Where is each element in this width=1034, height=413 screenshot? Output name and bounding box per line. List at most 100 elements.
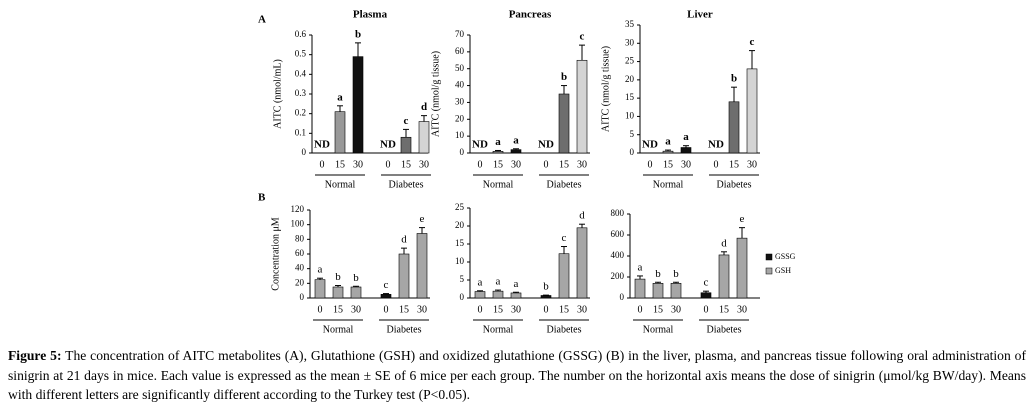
bar bbox=[510, 149, 522, 154]
x-tick-label: 15 bbox=[559, 159, 569, 170]
x-tick-label: 0 bbox=[384, 304, 389, 315]
x-tick-label: 15 bbox=[653, 304, 663, 315]
x-tick-label: 0 bbox=[648, 159, 653, 170]
y-tick-label: 0.1 bbox=[295, 127, 306, 137]
y-tick-label: 120 bbox=[291, 204, 305, 214]
figure-caption: Figure 5: The concentration of AITC meta… bbox=[8, 346, 1026, 405]
y-axis-label: AITC (nmol/g tissue) bbox=[430, 51, 441, 137]
significance-letter: a bbox=[495, 136, 501, 148]
significance-letter: ND bbox=[708, 139, 724, 151]
x-tick-label: 0 bbox=[544, 304, 549, 315]
significance-letter: b bbox=[655, 268, 661, 280]
x-tick-label: 30 bbox=[577, 159, 587, 170]
y-tick-label: 0.3 bbox=[295, 88, 307, 98]
x-tick-label: 30 bbox=[671, 304, 681, 315]
x-tick-label: 30 bbox=[747, 159, 757, 170]
chart-title: Pancreas bbox=[509, 9, 552, 21]
bar bbox=[332, 286, 344, 299]
x-tick-label: 15 bbox=[493, 159, 503, 170]
y-tick-label: 0 bbox=[300, 292, 305, 302]
bar bbox=[558, 253, 570, 299]
x-tick-label: 15 bbox=[493, 304, 503, 315]
y-tick-label: 20 bbox=[295, 277, 305, 287]
chart-title: Plasma bbox=[353, 9, 388, 21]
significance-letter: ND bbox=[538, 139, 554, 151]
group-label: Diabetes bbox=[387, 324, 422, 335]
group-label: Diabetes bbox=[707, 324, 742, 335]
y-tick-label: 60 bbox=[455, 46, 465, 56]
bar bbox=[680, 147, 692, 154]
significance-letter: a bbox=[638, 261, 643, 273]
significance-letter: ND bbox=[380, 139, 396, 151]
significance-letter: b bbox=[673, 268, 679, 280]
x-tick-label: 0 bbox=[638, 304, 643, 315]
bar bbox=[350, 286, 362, 299]
significance-letter: a bbox=[683, 131, 689, 143]
bar bbox=[718, 254, 730, 299]
bar bbox=[510, 292, 522, 299]
bar bbox=[736, 237, 748, 299]
y-tick-label: 30 bbox=[625, 37, 635, 47]
legend-label: GSSG bbox=[775, 252, 796, 261]
y-tick-label: 100 bbox=[291, 219, 305, 229]
bar bbox=[416, 233, 428, 299]
group-label: Normal bbox=[323, 324, 354, 335]
y-axis-label: AITC (nmol/g tissue) bbox=[600, 46, 611, 132]
panel-label: A bbox=[258, 14, 266, 26]
significance-letter: d bbox=[421, 101, 427, 113]
y-tick-label: 10 bbox=[625, 110, 635, 120]
panel-label: B bbox=[258, 192, 266, 204]
bar bbox=[540, 295, 552, 299]
y-tick-label: 0 bbox=[460, 292, 465, 302]
caption-label: Figure 5: bbox=[8, 348, 62, 363]
bar bbox=[492, 151, 504, 154]
figure: A B Plasma AITC (nmol/mL) 0 0.1 0.2 0.3 0.4 0.5… bbox=[258, 9, 796, 336]
bar bbox=[576, 59, 588, 154]
y-tick-label: 20 bbox=[455, 220, 465, 230]
y-tick-label: 200 bbox=[611, 271, 625, 281]
y-tick-label: 35 bbox=[625, 19, 635, 29]
significance-letter: b bbox=[543, 281, 549, 293]
bar bbox=[314, 279, 326, 299]
significance-letter: a bbox=[496, 276, 501, 288]
significance-letter: ND bbox=[472, 139, 488, 151]
significance-letter: a bbox=[337, 91, 343, 103]
y-tick-label: 40 bbox=[455, 80, 465, 90]
significance-letter: b bbox=[353, 272, 359, 284]
y-tick-label: 10 bbox=[455, 256, 465, 266]
significance-letter: b bbox=[355, 28, 361, 40]
significance-letter: c bbox=[704, 277, 709, 289]
significance-letter: d bbox=[721, 237, 727, 249]
bar bbox=[746, 68, 758, 154]
significance-letter: d bbox=[579, 210, 585, 222]
y-tick-label: 15 bbox=[625, 92, 635, 102]
bar bbox=[728, 101, 740, 154]
significance-letter: ND bbox=[642, 139, 658, 151]
x-tick-label: 30 bbox=[353, 159, 363, 170]
x-tick-label: 0 bbox=[478, 304, 483, 315]
x-tick-label: 30 bbox=[351, 304, 361, 315]
y-tick-label: 0 bbox=[620, 292, 625, 302]
x-tick-label: 15 bbox=[335, 159, 345, 170]
bar bbox=[400, 136, 412, 154]
x-tick-label: 0 bbox=[704, 304, 709, 315]
group-label: Normal bbox=[653, 179, 684, 190]
significance-letter: ND bbox=[314, 139, 330, 151]
legend-label: GSH bbox=[775, 266, 791, 275]
y-tick-label: 0.5 bbox=[295, 49, 307, 59]
y-tick-label: 70 bbox=[455, 29, 465, 39]
x-tick-label: 30 bbox=[511, 304, 521, 315]
significance-letter: a bbox=[318, 264, 323, 276]
significance-letter: b bbox=[335, 271, 341, 283]
significance-letter: b bbox=[731, 73, 737, 85]
y-tick-label: 0 bbox=[302, 147, 307, 157]
x-tick-label: 0 bbox=[318, 304, 323, 315]
x-tick-label: 30 bbox=[681, 159, 691, 170]
bar bbox=[576, 227, 588, 299]
y-axis-label: Concentration μM bbox=[270, 217, 281, 291]
group-label: Diabetes bbox=[717, 179, 752, 190]
significance-letter: a bbox=[665, 136, 671, 148]
x-tick-label: 30 bbox=[737, 304, 747, 315]
significance-letter: c bbox=[562, 232, 567, 244]
